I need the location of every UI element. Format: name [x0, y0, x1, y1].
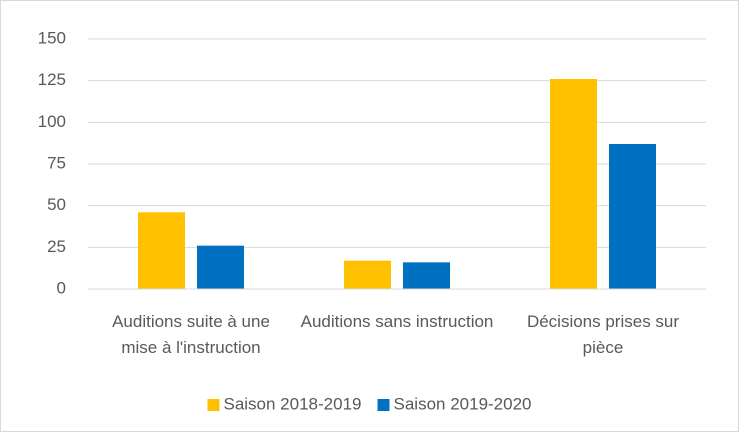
bar [609, 144, 656, 289]
legend-swatch [207, 399, 220, 411]
bar [550, 79, 597, 289]
bar [197, 245, 244, 289]
y-tick-label: 0 [57, 278, 66, 297]
y-tick-label: 50 [47, 195, 66, 214]
bar [344, 260, 391, 289]
y-tick-label: 150 [38, 28, 66, 47]
legend-label: Saison 2019-2020 [394, 394, 532, 413]
y-tick-label: 75 [47, 153, 66, 172]
legend-label: Saison 2018-2019 [223, 394, 361, 413]
bar [138, 212, 185, 289]
bar [403, 262, 450, 289]
y-tick-label: 100 [38, 112, 66, 131]
y-tick-label: 25 [47, 237, 66, 256]
x-tick-label: Auditions suite à une mise à l'instructio… [112, 312, 270, 357]
x-tick-label: Décisions prises sur pièce [527, 312, 679, 357]
y-tick-label: 125 [38, 70, 66, 89]
x-tick-label: Auditions sans instruction [301, 312, 494, 331]
legend-swatch [377, 399, 390, 411]
